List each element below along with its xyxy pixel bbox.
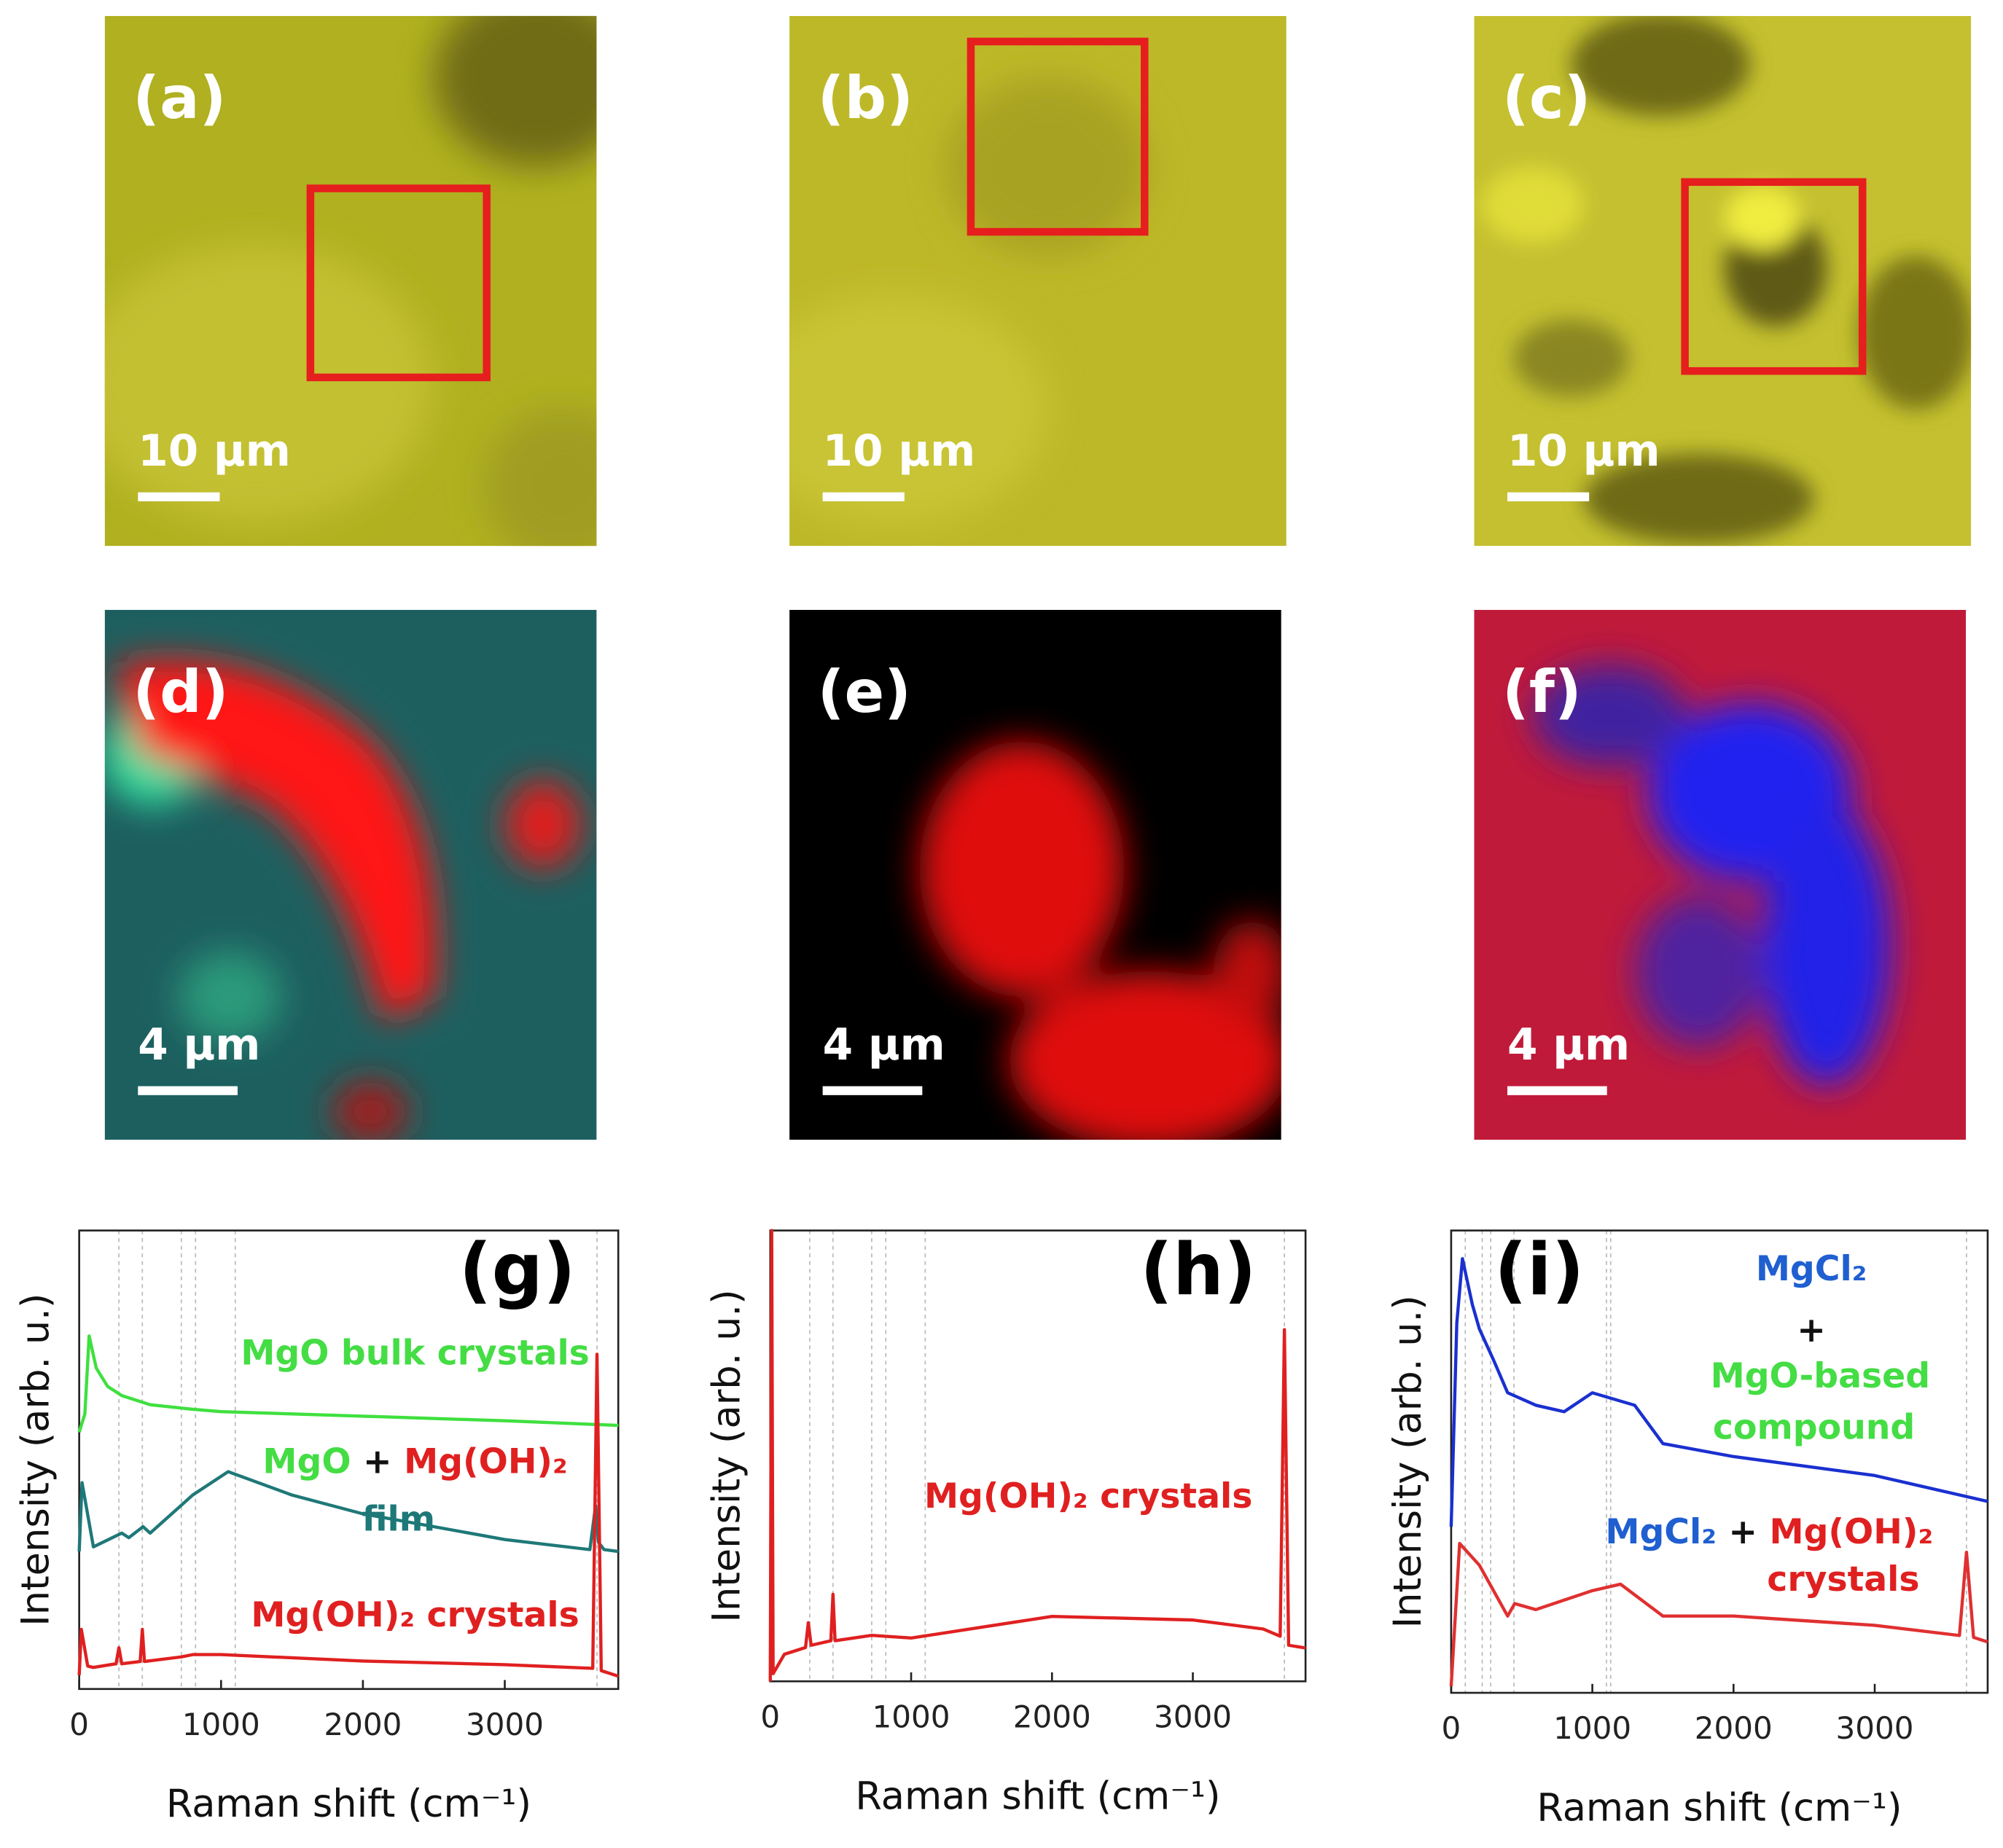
spectrum-line (768, 1229, 1306, 1682)
annotation-part: crystals (1767, 1559, 1919, 1600)
annotation-part: Mg(OH)₂ (404, 1442, 568, 1482)
scale-bar-label: 4 µm (823, 1020, 945, 1070)
x-tick-label: 1000 (1553, 1710, 1631, 1746)
x-axis-label: Raman shift (cm⁻¹) (1537, 1785, 1902, 1830)
y-axis-label: Intensity (arb. u.) (14, 1293, 58, 1626)
annotation: MgCl₂ + Mg(OH)₂ (1605, 1512, 1933, 1552)
annotation-part: + (1797, 1310, 1826, 1350)
annotation: Mg(OH)₂ crystals (924, 1476, 1252, 1516)
annotation-part: Mg(OH)₂ crystals (924, 1476, 1252, 1516)
panel-label: (i) (1494, 1229, 1584, 1312)
annotation: MgO + Mg(OH)₂ (262, 1442, 567, 1482)
y-axis-label: Intensity (arb. u.) (705, 1289, 749, 1622)
raman-map (104, 609, 597, 1140)
annotation: + (1797, 1310, 1826, 1350)
annotation: MgO-based (1711, 1356, 1931, 1396)
x-tick-label: 2000 (1695, 1710, 1773, 1746)
x-tick-label: 3000 (466, 1707, 544, 1742)
x-tick-label: 3000 (1154, 1699, 1232, 1734)
scale-bar-label: 4 µm (138, 1020, 260, 1070)
panel-label: (c) (1502, 64, 1590, 133)
plot-frame (78, 1229, 620, 1691)
annotation-part: MgO (262, 1442, 351, 1482)
y-axis-label: Intensity (arb. u.) (1386, 1295, 1430, 1628)
x-tick-label: 1000 (182, 1707, 260, 1742)
scale-bar (822, 492, 905, 501)
spectrum-line (1449, 1541, 1988, 1687)
panel-label: (e) (818, 658, 911, 727)
annotation-part: MgCl₂ (1605, 1512, 1717, 1552)
panel-label: (f) (1502, 658, 1582, 727)
spectrum-line (77, 1334, 619, 1433)
x-tick-label: 2000 (1013, 1699, 1091, 1734)
spectrum-line (1449, 1257, 1988, 1527)
annotation-part: Mg(OH)₂ (1770, 1512, 1934, 1552)
scale-bar (138, 1086, 238, 1095)
scale-bar (822, 1086, 923, 1095)
panel-label: (a) (133, 64, 226, 133)
annotation-part: + (1717, 1512, 1770, 1552)
annotation: film (362, 1499, 436, 1539)
x-tick-label: 2000 (324, 1707, 402, 1742)
scale-bar (138, 492, 220, 501)
panel-label: (g) (459, 1229, 576, 1312)
plot-frame (1450, 1229, 1989, 1694)
annotation-part: + (351, 1442, 405, 1482)
annotation: crystals (1767, 1559, 1919, 1600)
spectrum-line (77, 1352, 619, 1678)
scale-bar-label: 10 µm (138, 426, 291, 477)
annotation: Mg(OH)₂ crystals (251, 1595, 579, 1635)
x-tick-label: 0 (760, 1699, 780, 1734)
x-axis-label: Raman shift (cm⁻¹) (855, 1774, 1220, 1819)
x-tick-label: 1000 (872, 1699, 950, 1734)
micrograph (1474, 15, 1972, 547)
panel-label: (d) (133, 658, 228, 727)
annotation: MgCl₂ (1756, 1249, 1867, 1289)
annotation-part: MgO bulk crystals (241, 1334, 589, 1374)
x-tick-label: 0 (1442, 1710, 1461, 1746)
scale-bar (1507, 1086, 1607, 1095)
annotation-part: MgCl₂ (1756, 1249, 1867, 1289)
scale-bar (1507, 492, 1590, 501)
micrograph (789, 15, 1286, 547)
chart: 0 1000 2000 3000 Raman shift (cm⁻¹) Intensity… (1386, 1229, 1989, 1830)
annotation-part: compound (1713, 1407, 1915, 1447)
annotation-part: MgO-based (1711, 1356, 1931, 1396)
panel-label: (h) (1140, 1229, 1257, 1312)
micrograph (104, 15, 597, 547)
scale-bar-label: 10 µm (1507, 426, 1660, 477)
annotation-part: Mg(OH)₂ crystals (251, 1595, 579, 1635)
annotation: compound (1713, 1407, 1915, 1447)
x-tick-label: 0 (69, 1707, 89, 1742)
raman-map (1474, 609, 1967, 1140)
annotation: MgO bulk crystals (241, 1334, 589, 1374)
x-axis-label: Raman shift (cm⁻¹) (166, 1782, 531, 1826)
x-tick-label: 3000 (1835, 1710, 1913, 1746)
annotation-part: film (362, 1499, 436, 1539)
scale-bar-label: 4 µm (1507, 1020, 1630, 1070)
spectrum-line (77, 1470, 619, 1554)
chart: 0 1000 2000 3000 Raman shift (cm⁻¹) Intensity… (705, 1229, 1307, 1819)
scale-bar-label: 10 µm (823, 426, 976, 477)
chart: 0 1000 2000 3000 Raman shift (cm⁻¹) Intensity… (14, 1229, 620, 1826)
raman-map (789, 609, 1281, 1140)
panel-label: (b) (818, 64, 913, 133)
